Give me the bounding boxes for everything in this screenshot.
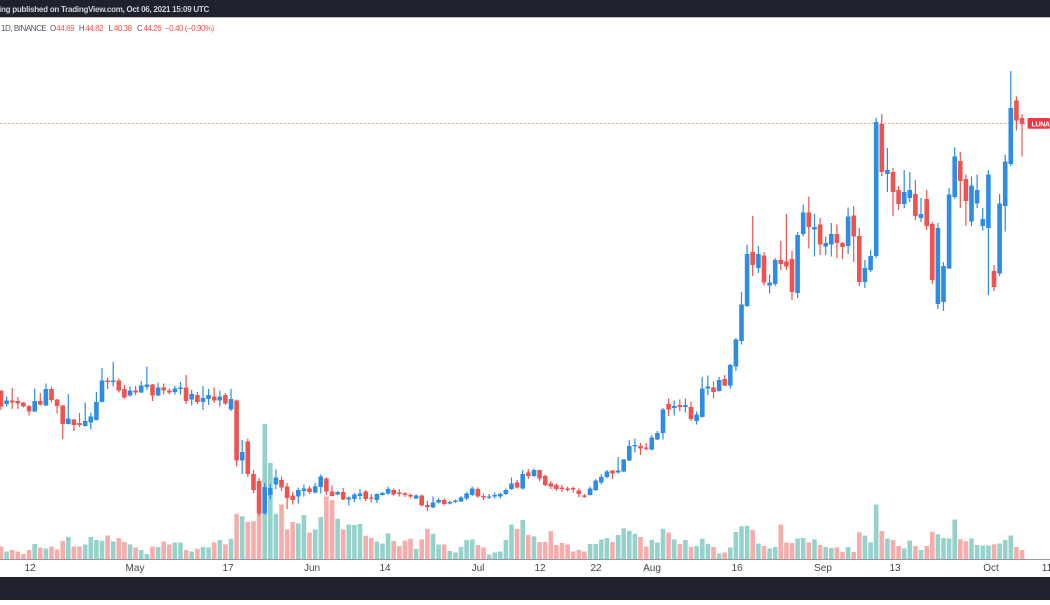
svg-text:13: 13 bbox=[889, 563, 901, 574]
svg-text:Sep: Sep bbox=[814, 563, 832, 574]
svg-text:12: 12 bbox=[24, 563, 36, 574]
svg-text:ing published on TradingView.c: ing published on TradingView.com, Oct 06… bbox=[0, 5, 210, 14]
svg-text:40.38: 40.38 bbox=[114, 24, 133, 33]
svg-text:Aug: Aug bbox=[643, 563, 661, 574]
svg-text:44.26: 44.26 bbox=[144, 24, 163, 33]
svg-text:May: May bbox=[126, 563, 145, 574]
svg-text:Jul: Jul bbox=[472, 563, 485, 574]
svg-text:17: 17 bbox=[222, 563, 234, 574]
svg-text:1D, BINANCE: 1D, BINANCE bbox=[1, 24, 46, 33]
svg-text:16: 16 bbox=[731, 563, 743, 574]
svg-text:44.69: 44.69 bbox=[56, 24, 75, 33]
svg-text:22: 22 bbox=[590, 563, 602, 574]
svg-text:44.82: 44.82 bbox=[85, 24, 104, 33]
svg-text:LUNAU: LUNAU bbox=[1032, 121, 1050, 128]
svg-text:Jun: Jun bbox=[304, 563, 320, 574]
svg-text:11: 11 bbox=[1042, 563, 1050, 574]
svg-text:14: 14 bbox=[379, 563, 391, 574]
svg-text:12: 12 bbox=[534, 563, 546, 574]
svg-text:H: H bbox=[79, 24, 85, 33]
svg-text:O: O bbox=[50, 24, 56, 33]
svg-text:Oct: Oct bbox=[983, 563, 999, 574]
svg-text:C: C bbox=[137, 24, 143, 33]
svg-text:−0.40 (−0.90%): −0.40 (−0.90%) bbox=[165, 24, 215, 33]
